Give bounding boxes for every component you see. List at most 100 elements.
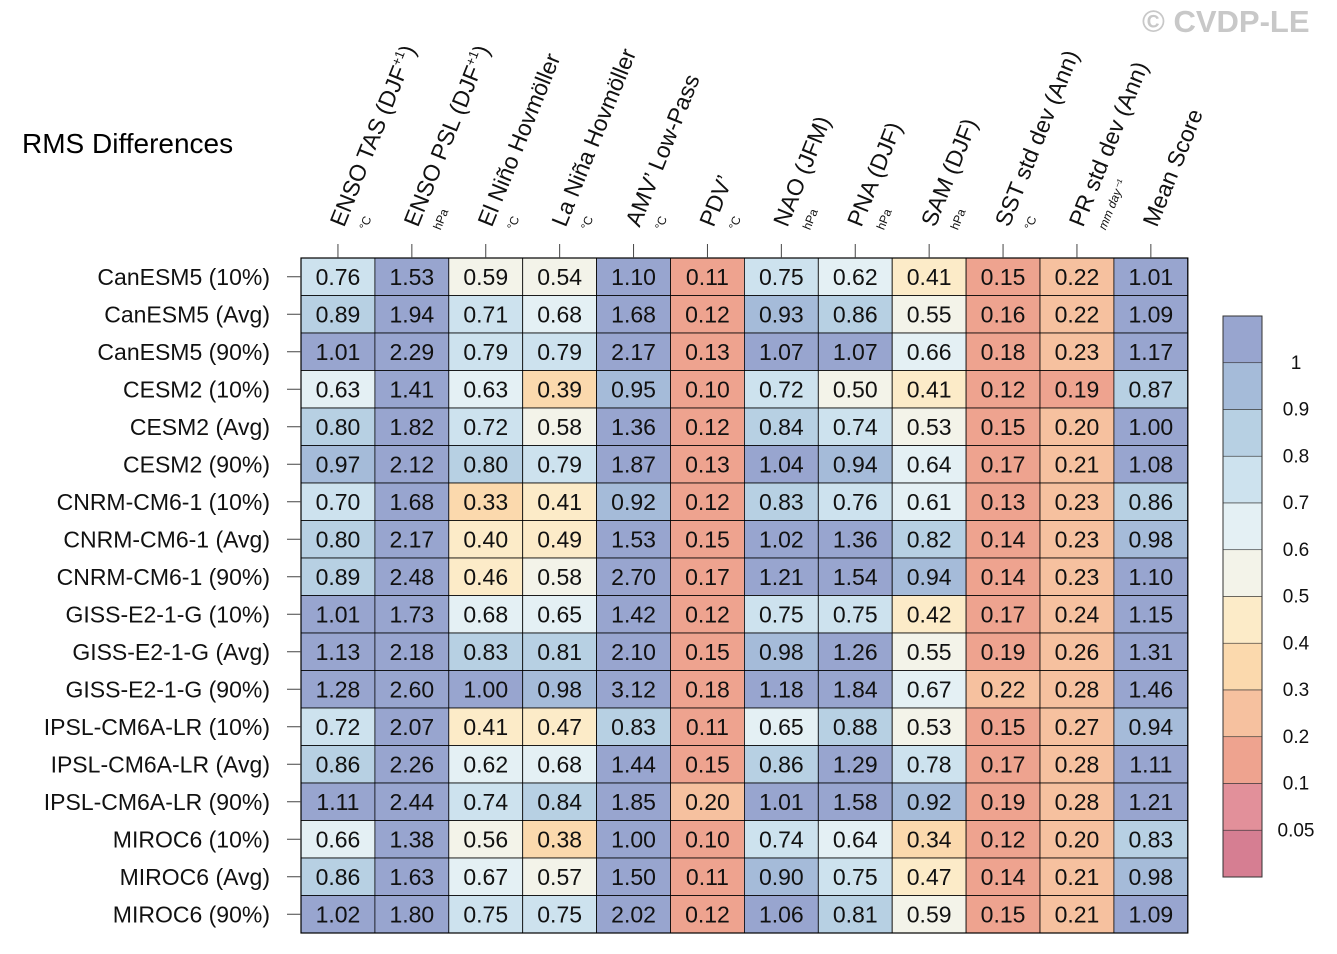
colorbar-tick-label: 0.1 — [1283, 774, 1309, 795]
heatmap-cell — [817, 332, 893, 371]
cell-value-label: 2.70 — [611, 564, 656, 590]
cell-value-label: 0.72 — [759, 376, 804, 402]
cell-value-label: 0.86 — [316, 751, 361, 777]
cell-value-label: 0.65 — [759, 714, 804, 740]
cell-value-label: 0.86 — [833, 301, 878, 327]
heatmap-cell — [522, 520, 598, 559]
heatmap-cell — [448, 820, 524, 859]
cell-value-label: 1.08 — [1128, 451, 1173, 477]
row-label: IPSL-CM6A-LR (90%) — [44, 789, 270, 815]
cell-value-label: 0.46 — [463, 564, 508, 590]
row-label: IPSL-CM6A-LR (10%) — [44, 714, 270, 740]
heatmap-cell — [522, 445, 598, 484]
heatmap-cell — [448, 707, 524, 746]
cell-value-label: 1.44 — [611, 751, 656, 777]
cell-value-label: 0.64 — [833, 826, 878, 852]
row-label: CNRM-CM6-1 (10%) — [57, 489, 270, 515]
cell-value-label: 0.39 — [537, 376, 582, 402]
cell-value-label: 0.22 — [981, 676, 1026, 702]
cell-value-label: 0.93 — [759, 301, 804, 327]
cell-value-label: 0.83 — [611, 714, 656, 740]
heatmap-cell — [817, 632, 893, 671]
heatmap-cell — [891, 295, 967, 334]
cell-value-label: 0.72 — [316, 714, 361, 740]
heatmap-cell — [374, 820, 450, 859]
heatmap-cell — [596, 857, 671, 896]
cell-value-label: 1.84 — [833, 676, 878, 702]
heatmap-cell — [596, 257, 671, 296]
cell-value-label: 1.63 — [389, 864, 434, 890]
cell-value-label: 0.98 — [537, 676, 582, 702]
cell-value-label: 1.11 — [1129, 751, 1172, 777]
heatmap-cell — [965, 707, 1041, 746]
colorbar-tick-label: 0.2 — [1283, 727, 1309, 748]
cell-value-label: 1.13 — [316, 639, 361, 665]
cell-value-label: 0.21 — [1055, 451, 1100, 477]
cell-value-label: 1.00 — [1128, 414, 1173, 440]
cell-value-label: 0.74 — [463, 789, 508, 815]
heatmap-cell — [522, 632, 598, 671]
cell-value-label: 0.78 — [907, 751, 952, 777]
cell-value-label: 0.23 — [1055, 339, 1100, 365]
heatmap-cell — [300, 857, 376, 896]
cell-value-label: 0.80 — [463, 451, 508, 477]
heatmap-cell — [522, 370, 598, 409]
column-label: SAM (DJF) — [916, 115, 983, 230]
cell-value-label: 0.97 — [316, 451, 361, 477]
cell-value-label: 0.75 — [537, 901, 582, 927]
colorbar-segment — [1222, 689, 1263, 738]
cell-value-label: 0.20 — [1055, 826, 1100, 852]
cell-value-label: 0.15 — [685, 751, 730, 777]
heatmap-cell — [817, 782, 893, 821]
row-label: GISS-E2-1-G (90%) — [66, 676, 271, 702]
cell-value-label: 0.14 — [981, 526, 1026, 552]
heatmap-cell — [891, 520, 967, 559]
heatmap-cell — [522, 595, 598, 634]
cell-value-label: 2.26 — [389, 751, 434, 777]
column-header: PDV’°C — [694, 172, 744, 232]
heatmap-cell — [744, 895, 819, 934]
cell-value-label: 0.15 — [685, 526, 730, 552]
cell-value-label: 0.27 — [1055, 714, 1100, 740]
heatmap-cell — [374, 295, 450, 334]
grid-border — [300, 257, 1189, 934]
cell-value-label: 0.21 — [1055, 901, 1100, 927]
heatmap-cell — [744, 595, 819, 634]
cell-value-label: 1.10 — [1128, 564, 1173, 590]
cell-value-label: 0.79 — [463, 339, 508, 365]
cell-value-label: 0.56 — [463, 826, 508, 852]
cell-value-label: 3.12 — [611, 676, 656, 702]
cell-value-label: 0.41 — [463, 714, 508, 740]
row-label: IPSL-CM6A-LR (Avg) — [51, 751, 270, 777]
heatmap-cell — [1113, 445, 1189, 484]
cell-value-label: 0.15 — [981, 264, 1026, 290]
heatmap-cell — [374, 595, 450, 634]
heatmap-cell — [596, 782, 671, 821]
heatmap-cell — [965, 595, 1041, 634]
heatmap-cell — [596, 407, 671, 446]
heatmap-cell — [448, 557, 524, 596]
cell-value-label: 0.87 — [1128, 376, 1173, 402]
heatmap-cell — [596, 670, 671, 709]
heatmap-cell — [1113, 332, 1189, 371]
cell-value-label: 0.53 — [907, 714, 952, 740]
column-unit-label: °C — [652, 214, 670, 232]
column-unit-label: hPa — [430, 206, 451, 231]
heatmap-cell — [1039, 557, 1115, 596]
cell-value-label: 0.13 — [685, 339, 730, 365]
heatmap-cell — [965, 407, 1041, 446]
cell-value-label: 0.12 — [685, 901, 730, 927]
cell-value-label: 0.47 — [907, 864, 952, 890]
heatmap-cell — [1113, 820, 1189, 859]
cell-value-label: 0.12 — [685, 414, 730, 440]
cell-value-label: 0.22 — [1055, 301, 1100, 327]
cell-value-label: 1.53 — [611, 526, 656, 552]
cell-value-label: 0.67 — [463, 864, 508, 890]
cell-value-label: 0.12 — [981, 376, 1026, 402]
row-label: CanESM5 (90%) — [97, 339, 270, 365]
cell-value-label: 2.02 — [611, 901, 656, 927]
cell-value-label: 1.31 — [1128, 639, 1173, 665]
cell-value-label: 1.26 — [833, 639, 878, 665]
column-unit-label: °C — [356, 214, 374, 232]
heatmap-cell — [1113, 782, 1189, 821]
